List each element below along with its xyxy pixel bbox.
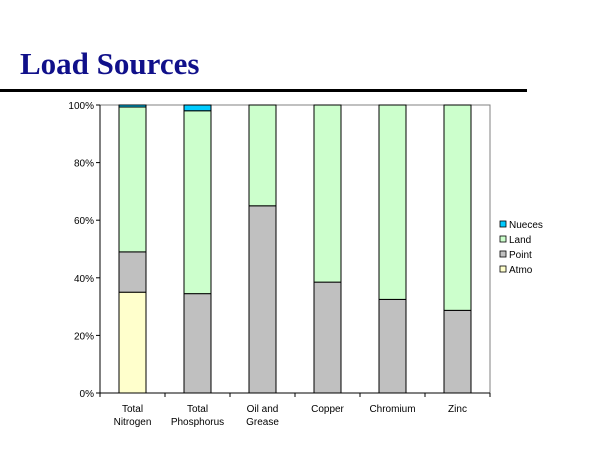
bar-segment-atmo	[118, 291, 147, 394]
bar-segment-point	[443, 309, 472, 394]
y-tick-label: 80%	[74, 159, 94, 170]
legend-swatch-land	[499, 235, 507, 243]
bar-segment-nueces	[183, 104, 212, 112]
y-tick-label: 40%	[74, 274, 94, 285]
bar-segment-land	[313, 104, 342, 283]
x-tick-label: Total	[187, 404, 208, 415]
legend-swatch-nueces	[499, 220, 507, 228]
bar-segment-point	[378, 298, 407, 394]
bar-segment-point	[248, 205, 277, 394]
y-tick-label: 60%	[74, 216, 94, 227]
legend-swatch-atmo	[499, 265, 507, 273]
title-underline	[0, 89, 527, 92]
x-tick-label: Chromium	[369, 404, 415, 415]
bar-segment-nueces	[118, 104, 147, 108]
y-tick-label: 20%	[74, 331, 94, 342]
x-tick-label: Zinc	[448, 404, 467, 415]
x-tick-label: Grease	[246, 417, 279, 428]
y-tick-label: 100%	[68, 101, 94, 112]
x-tick-label: Total	[122, 404, 143, 415]
x-tick-label: Copper	[311, 404, 344, 415]
plot-area-border	[100, 104, 491, 393]
legend-swatch-point	[499, 250, 507, 258]
bar-segment-point	[118, 251, 147, 293]
bar-segment-land	[183, 110, 212, 295]
x-tick-label: Oil and	[247, 404, 279, 415]
bar-segment-point	[183, 293, 212, 394]
legend-label: Nueces	[509, 220, 543, 231]
legend-label: Point	[509, 250, 532, 261]
bar-segment-land	[118, 106, 147, 253]
legend-label: Land	[509, 235, 531, 246]
x-tick-label: Phosphorus	[171, 417, 224, 428]
bar-segment-land	[378, 104, 407, 300]
y-tick-label: 0%	[80, 389, 95, 400]
bar-segment-point	[313, 281, 342, 394]
slide-title: Load Sources	[20, 46, 200, 81]
bar-segment-land	[443, 104, 472, 311]
x-tick-label: Nitrogen	[114, 417, 152, 428]
bar-segment-land	[248, 104, 277, 207]
legend-label: Atmo	[509, 265, 533, 276]
